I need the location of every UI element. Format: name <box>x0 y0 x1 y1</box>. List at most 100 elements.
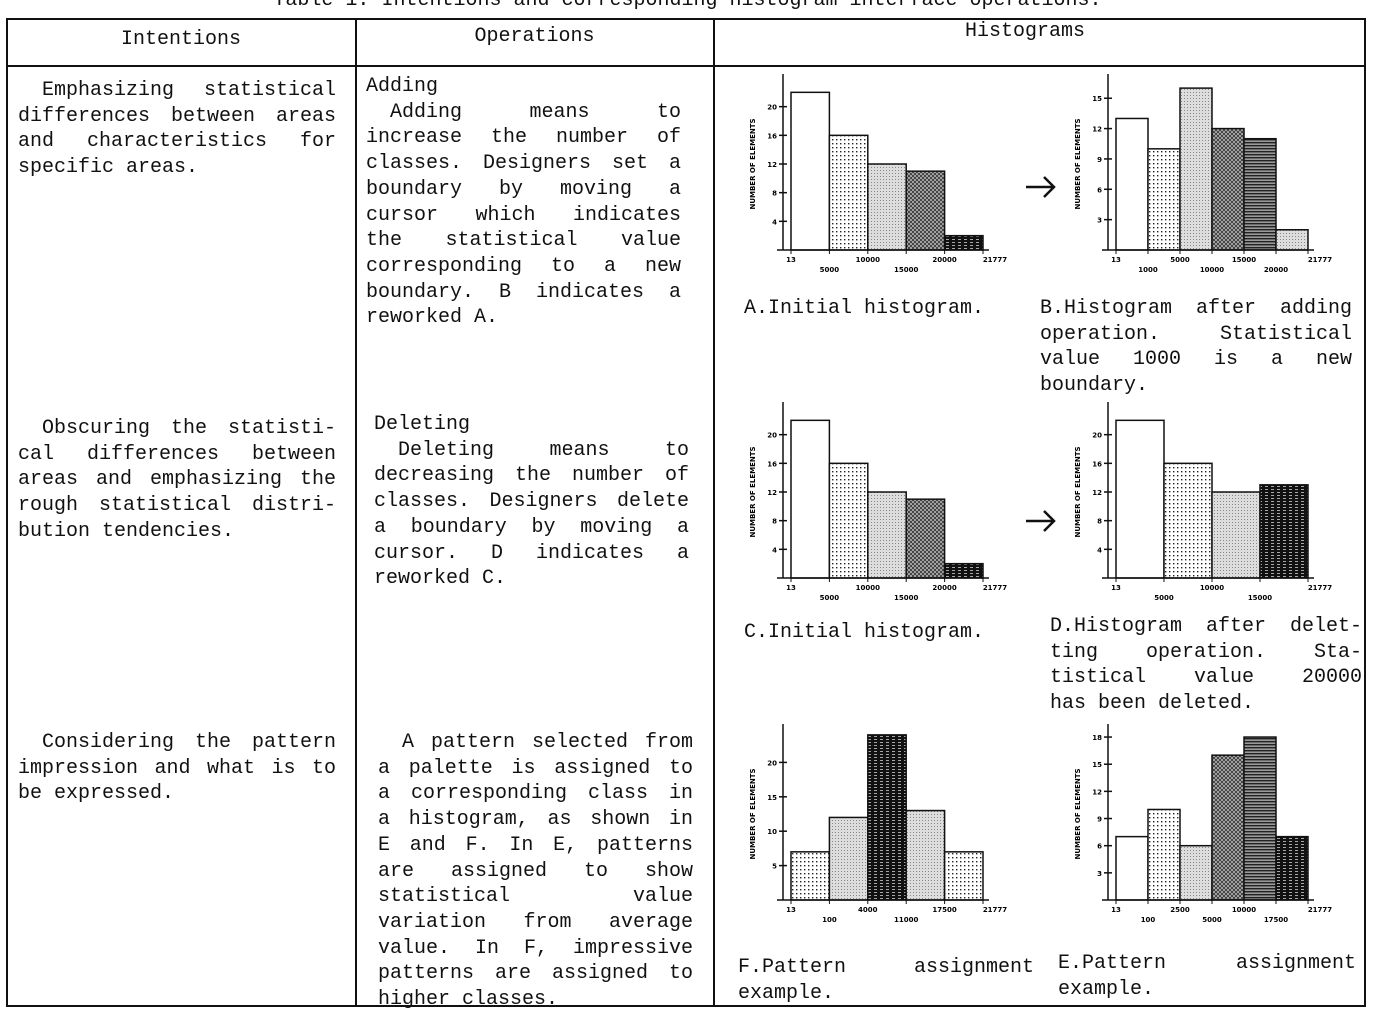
bar <box>1259 484 1309 579</box>
bar <box>1179 844 1213 901</box>
text-line: corresponding to a new <box>366 254 681 278</box>
x-tick-label: 21777 <box>1308 256 1332 264</box>
bar <box>828 462 869 579</box>
x-tick-label: 5000 <box>820 594 840 602</box>
y-axis-label: NUMBER OF ELEMENTS <box>749 768 757 859</box>
x-tick-label: 21777 <box>983 584 1007 592</box>
x-tick-label: 17500 <box>932 906 956 914</box>
text-line: the statistical value <box>366 229 681 253</box>
y-tick-label: 12 <box>1092 489 1102 497</box>
bar <box>943 234 984 251</box>
text-line: reworked A. <box>366 306 499 330</box>
y-tick-label: 20 <box>767 104 777 112</box>
y-tick-label: 3 <box>1097 870 1102 878</box>
border <box>713 18 715 1007</box>
text-line: has been deleted. <box>1050 692 1255 716</box>
x-tick-label: 13 <box>1111 256 1121 264</box>
text-line: E and F. In E, patterns <box>378 833 693 857</box>
x-tick-label: 11000 <box>894 916 918 924</box>
x-tick-label: 10000 <box>856 256 880 264</box>
histogram: NUMBER OF ELEMENTS 4 8 12 16 20 13 5000 10000 150… <box>1074 402 1332 602</box>
bar <box>1275 229 1309 251</box>
x-tick-label: 15000 <box>894 594 918 602</box>
y-tick-label: 10 <box>767 828 777 836</box>
text-line: classes. Designers set a <box>366 152 681 176</box>
text-line: be expressed. <box>18 782 175 806</box>
y-tick-label: 4 <box>772 218 777 226</box>
y-axis-label: NUMBER OF ELEMENTS <box>749 446 757 537</box>
text-line: higher classes. <box>378 988 559 1011</box>
y-tick-label: 20 <box>767 432 777 440</box>
x-tick-label: 21777 <box>983 256 1007 264</box>
text-line: C.Initial histogram. <box>744 621 985 644</box>
x-tick-label: 100 <box>822 916 837 924</box>
bar <box>1211 127 1245 251</box>
header: Histograms <box>964 20 1086 43</box>
x-tick-label: 20000 <box>932 256 956 264</box>
y-tick-label: 6 <box>1097 186 1102 194</box>
operation-title: Adding <box>366 75 439 98</box>
histogram: NUMBER OF ELEMENTS 4 8 12 16 20 13 5000 10000 150… <box>749 74 1007 274</box>
bar <box>1147 148 1181 251</box>
border <box>6 65 1366 67</box>
border <box>6 1005 1366 1007</box>
y-tick-label: 3 <box>1097 217 1102 225</box>
x-tick-label: 10000 <box>1200 266 1224 274</box>
border <box>6 18 1366 20</box>
text-line: are assigned to show <box>378 859 693 883</box>
bar <box>943 562 984 579</box>
text-line: Adding means to <box>390 100 681 124</box>
text-line: cursor which indicates <box>366 203 681 227</box>
text-line: boundary. <box>1040 374 1149 398</box>
text-line: a boundary by moving a <box>374 515 689 539</box>
x-tick-label: 10000 <box>1232 906 1256 914</box>
x-tick-label: 13 <box>1111 906 1121 914</box>
x-tick-label: 5000 <box>820 266 840 274</box>
y-tick-label: 4 <box>772 546 777 554</box>
text-line: patterns are assigned to <box>378 962 693 986</box>
text-line: operation. Statistical <box>1040 322 1352 346</box>
bar <box>1211 754 1245 901</box>
text-line: areas and emphasizing the <box>18 468 336 492</box>
bar <box>1147 808 1181 901</box>
y-tick-label: 12 <box>1092 788 1102 796</box>
text-line: specific areas. <box>18 156 199 180</box>
y-axis-label: NUMBER OF ELEMENTS <box>1074 768 1082 859</box>
y-tick-label: 20 <box>1092 432 1102 440</box>
y-tick-label: 15 <box>1092 95 1102 103</box>
y-tick-label: 20 <box>767 759 777 767</box>
x-tick-label: 100 <box>1141 916 1156 924</box>
y-tick-label: 9 <box>1097 816 1102 824</box>
border <box>355 18 357 1007</box>
y-tick-label: 12 <box>1092 126 1102 134</box>
bar <box>1115 419 1165 579</box>
text-line: Deleting means to <box>398 438 689 462</box>
y-tick-label: 8 <box>772 190 777 198</box>
x-tick-label: 13 <box>1111 584 1121 592</box>
arrow <box>1026 510 1056 532</box>
text-line: E.Pattern assignment <box>1058 952 1356 975</box>
text-line: Considering the pattern <box>42 731 336 754</box>
text-line: value. In F, impressive <box>378 936 693 960</box>
text-line: and characteristics for <box>18 130 336 154</box>
x-tick-label: 4000 <box>858 906 878 914</box>
x-tick-label: 13 <box>786 256 796 264</box>
bar <box>828 134 869 251</box>
bar <box>1243 736 1277 901</box>
text-line: Obscuring the statisti- <box>42 417 336 440</box>
bar <box>943 851 984 901</box>
histogram: NUMBER OF ELEMENTS 4 8 12 16 20 13 5000 10000 150… <box>749 402 1007 602</box>
x-tick-label: 1000 <box>1138 266 1158 274</box>
y-axis-label: NUMBER OF ELEMENTS <box>1074 446 1082 537</box>
text-line: A pattern selected from <box>402 731 693 754</box>
operation-title: Deleting <box>374 413 471 436</box>
bar <box>1275 835 1309 901</box>
text-line: boundary. B indicates a <box>366 280 681 304</box>
histogram: NUMBER OF ELEMENTS 5 10 15 20 13 100 4000 11000 1… <box>749 724 1007 924</box>
bar <box>790 851 831 901</box>
y-tick-label: 16 <box>1092 460 1102 468</box>
header: Intentions <box>120 28 242 51</box>
text-line: cursor. D indicates a <box>374 541 689 565</box>
text-line: a histogram, as shown in <box>378 808 693 832</box>
text-line: value 1000 is a new <box>1040 348 1352 372</box>
